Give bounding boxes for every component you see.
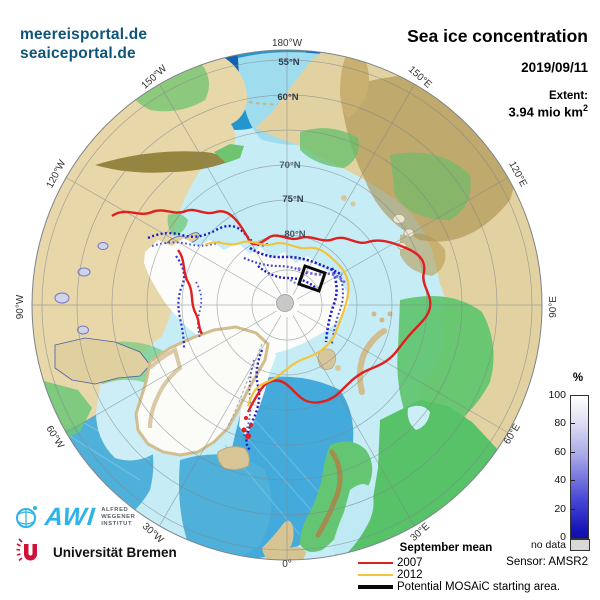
lakes: [54, 242, 109, 335]
colorbar-tickmark: [571, 452, 575, 453]
uni-bremen-logo: Universität Bremen: [16, 538, 177, 566]
extent-value: 3.94 mio km2: [508, 103, 588, 120]
awi-institute-name: ALFRED WEGENER INSTITUT: [101, 507, 135, 528]
extent-label: Extent:: [549, 90, 588, 102]
site-link-seaiceportal: seaiceportal.de: [20, 45, 136, 62]
site-links: meereisportal.de seaiceportal.de: [20, 25, 147, 63]
latitude-label-80n: 80°N: [284, 229, 305, 240]
colorbar-tickmark: [571, 480, 575, 481]
ice-pack: [144, 238, 349, 356]
no-data-label: no data: [530, 539, 566, 551]
pole-no-data-hole: [276, 294, 294, 312]
page-title: Sea ice concentration: [407, 26, 588, 46]
sensor-label: Sensor: AMSR2: [506, 556, 588, 568]
graticule: [32, 50, 542, 560]
colorbar-tick-100: 100: [548, 389, 566, 401]
legend-item-2012: 2012: [358, 569, 423, 581]
meridian-label-90e: 90°E: [548, 296, 559, 318]
legend-line-2007: [358, 561, 393, 565]
uni-bremen-logo-icon: [16, 538, 37, 562]
legend-label-mosaic: Potential MOSAiC starting area.: [397, 581, 560, 593]
latitude-label-70n: 70°N: [279, 160, 300, 171]
latitude-label-60n: 60°N: [277, 92, 298, 103]
site-link-meereisportal: meereisportal.de: [20, 26, 148, 43]
land-europe: [330, 400, 500, 560]
colorbar-tick-20: 20: [554, 503, 566, 515]
meridian-label-0: 0°: [282, 559, 292, 570]
meridian-label-180w: 180°W: [272, 38, 303, 49]
contour-2012: [204, 240, 350, 407]
legend-item-2007: 2007: [358, 557, 423, 569]
land-greenland: [134, 325, 270, 457]
mosaic-starting-area: [297, 264, 327, 293]
awi-logo-icon: [16, 506, 37, 528]
legend-item-mosaic: Potential MOSAiC starting area.: [358, 581, 560, 593]
meridian-label-90w: 90°W: [15, 294, 26, 319]
colorbar: [570, 395, 589, 539]
legend-line-2012: [358, 573, 393, 577]
map-boundary: [31, 49, 543, 561]
meridian-lines: [32, 50, 542, 560]
legend-title: September mean: [399, 542, 493, 554]
colorbar-unit-label: %: [572, 372, 584, 384]
latitude-labels: 55°N 60°N 70°N 75°N 80°N: [277, 57, 305, 240]
contour-2007: [111, 208, 432, 413]
legend-label-2012: 2012: [397, 569, 423, 581]
latitude-label-75n: 75°N: [282, 194, 303, 205]
sea-ice: [134, 224, 349, 457]
land-iceland: [217, 446, 250, 471]
legend-line-mosaic: [358, 585, 393, 589]
meridian-label-60w: 60°W: [43, 424, 66, 451]
awi-line3: INSTITUT: [101, 520, 133, 527]
latitude-label-55n: 55°N: [278, 57, 299, 68]
awi-logo: AWI ALFRED WEGENER INSTITUT: [13, 502, 135, 532]
contour-2007-dots: [241, 416, 253, 439]
extent-exponent: 2: [582, 103, 588, 113]
colorbar-tick-60: 60: [554, 446, 566, 458]
awi-line2: WEGENER: [101, 513, 136, 520]
colorbar-tick-40: 40: [554, 474, 566, 486]
legend-label-2007: 2007: [397, 557, 423, 569]
date-label: 2019/09/11: [521, 60, 588, 75]
colorbar-tick-80: 80: [554, 417, 566, 429]
no-data-swatch: [570, 539, 590, 551]
colorbar-tick-0: 0: [560, 531, 566, 543]
colorbar-tickmark: [571, 423, 575, 424]
awi-line1: ALFRED: [101, 506, 129, 513]
colorbar-tickmark: [571, 509, 575, 510]
awi-wordmark: AWI: [43, 502, 97, 531]
uni-bremen-name: Universität Bremen: [53, 544, 177, 560]
